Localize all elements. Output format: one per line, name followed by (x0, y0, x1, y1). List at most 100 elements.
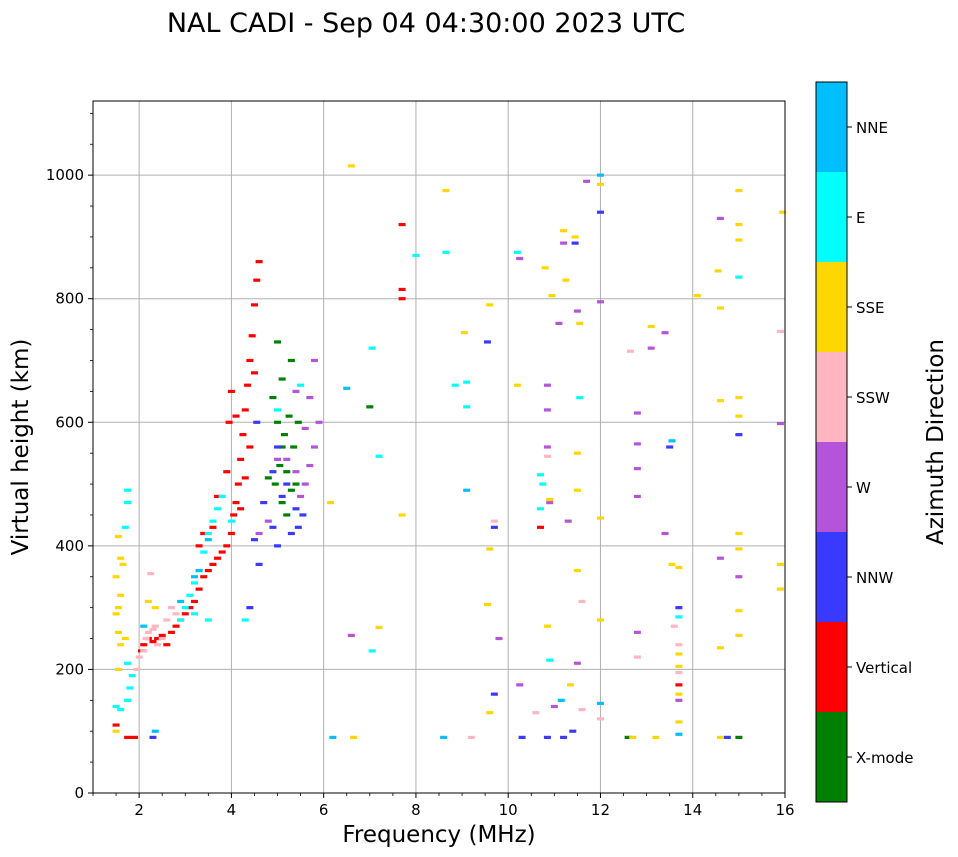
data-point (495, 636, 503, 641)
data-point (112, 704, 120, 709)
data-point (177, 618, 185, 622)
data-point (292, 470, 300, 474)
data-point (287, 488, 295, 492)
data-point (451, 383, 459, 387)
data-point (675, 565, 683, 570)
data-point (573, 568, 581, 573)
series-e (112, 250, 743, 712)
data-point (149, 627, 157, 631)
data-point (596, 300, 604, 304)
data-point (124, 488, 132, 492)
data-point (172, 612, 180, 616)
data-point (214, 494, 222, 499)
data-point (735, 735, 743, 739)
data-point (292, 389, 300, 393)
colorbar-tick-label: NNW (856, 569, 893, 587)
data-point (117, 556, 125, 560)
data-point (714, 269, 722, 273)
data-point (536, 507, 544, 511)
data-point (779, 210, 787, 214)
data-point (250, 538, 258, 542)
data-point (562, 278, 570, 282)
data-point (260, 501, 268, 505)
data-point (343, 386, 351, 390)
data-point (555, 321, 563, 326)
data-point (227, 531, 235, 536)
data-point (368, 346, 376, 350)
data-point (716, 735, 724, 739)
data-point (269, 395, 277, 400)
y-axis-ticks: 0 200 400 600 800 1000 (46, 112, 93, 802)
data-point (315, 420, 323, 424)
data-point (576, 395, 584, 400)
data-point (140, 624, 148, 628)
colorbar-segment (816, 622, 847, 712)
data-point (460, 331, 468, 335)
data-point (624, 735, 632, 739)
colorbar-tick-label: X-mode (856, 749, 913, 767)
data-point (250, 371, 258, 375)
data-point (234, 482, 242, 486)
colorbar-segment (816, 712, 847, 802)
data-point (285, 414, 293, 418)
series-nnw (149, 210, 743, 739)
data-point (661, 331, 669, 335)
data-point (112, 612, 120, 616)
data-point (283, 513, 291, 517)
data-point (172, 624, 180, 628)
data-point (440, 735, 448, 739)
data-point (486, 711, 494, 715)
data-point (573, 488, 581, 492)
x-axis-label: Frequency (MHz) (342, 822, 535, 848)
series-x-mode (264, 340, 743, 739)
data-point (200, 531, 208, 536)
x-tick-label: 14 (683, 801, 702, 819)
data-point (398, 287, 406, 292)
data-point (241, 476, 249, 480)
data-point (735, 222, 743, 227)
data-point (442, 188, 450, 193)
data-point (557, 698, 565, 702)
data-point (241, 408, 249, 412)
data-point (543, 735, 551, 739)
data-point (278, 501, 286, 505)
data-point (147, 572, 155, 576)
series-w (255, 179, 784, 709)
data-point (735, 531, 743, 536)
data-point (350, 735, 358, 739)
data-point (204, 538, 212, 542)
data-point (467, 735, 475, 739)
data-point (543, 445, 551, 449)
data-point (292, 507, 300, 511)
data-point (463, 380, 471, 384)
colorbar-label: Azimuth Direction (923, 339, 949, 545)
data-point (490, 525, 498, 529)
data-point (232, 501, 240, 505)
data-point (264, 476, 272, 480)
data-point (633, 494, 641, 499)
colorbar-segment (816, 352, 847, 442)
data-point (195, 568, 203, 573)
data-point (227, 519, 235, 523)
data-point (566, 683, 574, 687)
data-point (543, 408, 551, 412)
data-point (398, 513, 406, 517)
data-point (190, 612, 198, 616)
data-point (596, 717, 604, 721)
data-point (301, 482, 309, 486)
data-point (190, 575, 198, 579)
data-point (135, 655, 143, 659)
data-point (573, 661, 581, 665)
data-point (675, 670, 683, 675)
colorbar-segment (816, 172, 847, 262)
data-point (647, 324, 655, 329)
y-tick-label: 400 (55, 537, 84, 555)
data-point (241, 618, 249, 622)
x-tick-label: 16 (775, 801, 794, 819)
data-point (596, 618, 604, 622)
series-vertical (112, 222, 683, 739)
data-point (543, 454, 551, 458)
data-point (490, 692, 498, 696)
data-point (539, 482, 547, 486)
data-point (126, 686, 134, 690)
